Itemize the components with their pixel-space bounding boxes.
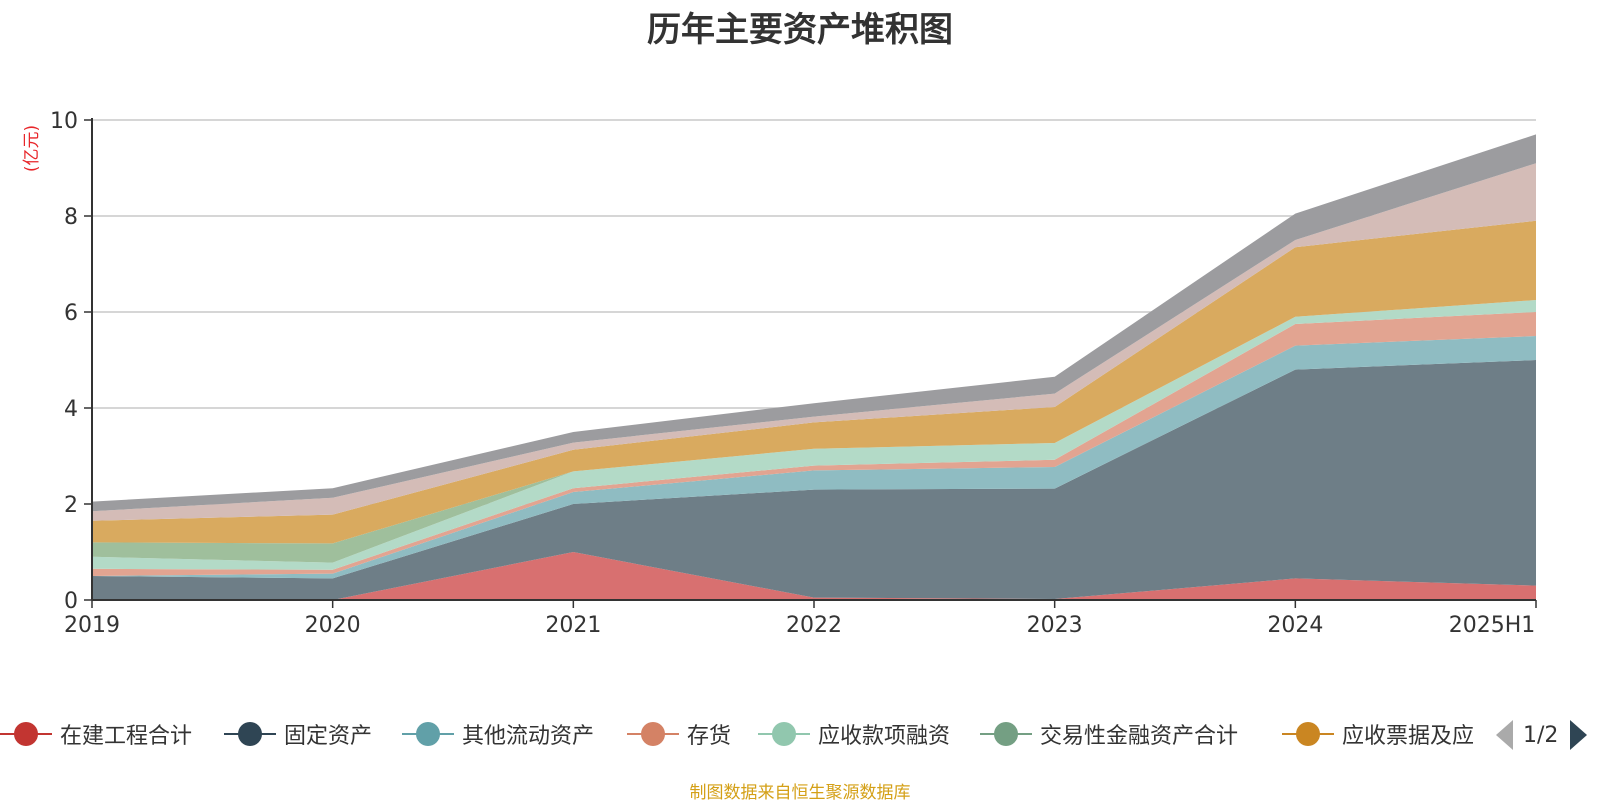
y-tick-label: 0 bbox=[64, 589, 78, 614]
legend-item[interactable]: 存货 bbox=[627, 716, 731, 752]
legend: 1/2 在建工程合计 固定资产 其他流动资产 存货 应收款项融资 交易性金融资产合计 应收票… bbox=[0, 710, 1600, 760]
legend-label: 交易性金融资产合计 bbox=[1040, 724, 1239, 749]
area-series-2 bbox=[92, 360, 1536, 600]
x-tick-label: 2024 bbox=[1267, 613, 1323, 638]
legend-page-indicator: 1/2 bbox=[1523, 722, 1559, 748]
y-tick-label: 8 bbox=[64, 205, 78, 230]
area-series-1 bbox=[92, 552, 1536, 600]
legend-item[interactable]: 其他流动资产 bbox=[402, 716, 594, 752]
legend-item[interactable]: 应收票据及应 bbox=[1282, 716, 1474, 752]
area-series-3 bbox=[92, 336, 1536, 579]
axes: 0 2 4 6 8 10 2019 2020 2021 2022 2023 2024 2025H1 bbox=[50, 109, 1537, 638]
y-tick-label: 4 bbox=[64, 397, 78, 422]
legend-marker-icon bbox=[224, 716, 276, 752]
legend-item[interactable]: 交易性金融资产合计 bbox=[980, 716, 1238, 752]
x-tick-label: 2023 bbox=[1027, 613, 1083, 638]
legend-label: 应收款项融资 bbox=[818, 724, 951, 749]
legend-marker-icon bbox=[980, 716, 1032, 752]
area-series-7 bbox=[92, 220, 1536, 544]
x-tick-label: 2025H1 bbox=[1449, 613, 1536, 638]
stacked-area-chart: 0 2 4 6 8 10 2019 2020 2021 2022 2023 2024 2025H1 bbox=[50, 109, 1537, 638]
legend-label: 存货 bbox=[687, 724, 732, 749]
legend-item[interactable]: 应收款项融资 bbox=[758, 716, 950, 752]
legend-marker-icon bbox=[627, 716, 679, 752]
x-tick-label: 2019 bbox=[64, 613, 120, 638]
legend-next-page-icon[interactable] bbox=[1570, 720, 1588, 750]
legend-item[interactable]: 固定资产 bbox=[224, 716, 372, 752]
x-tick-label: 2022 bbox=[786, 613, 842, 638]
y-tick-label: 10 bbox=[50, 109, 78, 134]
legend-marker-icon bbox=[1282, 716, 1334, 752]
legend-marker-icon bbox=[758, 716, 810, 752]
y-tick-label: 6 bbox=[64, 301, 78, 326]
legend-label: 固定资产 bbox=[284, 724, 373, 749]
chart-title: 历年主要资产堆积图 bbox=[647, 10, 953, 50]
x-tick-label: 2020 bbox=[305, 613, 361, 638]
x-tick-label: 2021 bbox=[545, 613, 601, 638]
legend-pager: 1/2 bbox=[1496, 720, 1588, 750]
area-series-4 bbox=[92, 312, 1536, 576]
legend-prev-page-icon[interactable] bbox=[1496, 720, 1513, 750]
legend-marker-icon bbox=[402, 716, 454, 752]
legend-marker-icon bbox=[0, 716, 52, 752]
source-note: 制图数据来自恒生聚源数据库 bbox=[689, 783, 911, 803]
area-series-layer bbox=[92, 134, 1536, 600]
legend-label: 在建工程合计 bbox=[60, 724, 193, 749]
legend-label: 应收票据及应 bbox=[1342, 724, 1475, 749]
legend-label: 其他流动资产 bbox=[462, 724, 595, 749]
legend-item[interactable]: 在建工程合计 bbox=[0, 716, 192, 752]
y-tick-label: 2 bbox=[64, 493, 78, 518]
